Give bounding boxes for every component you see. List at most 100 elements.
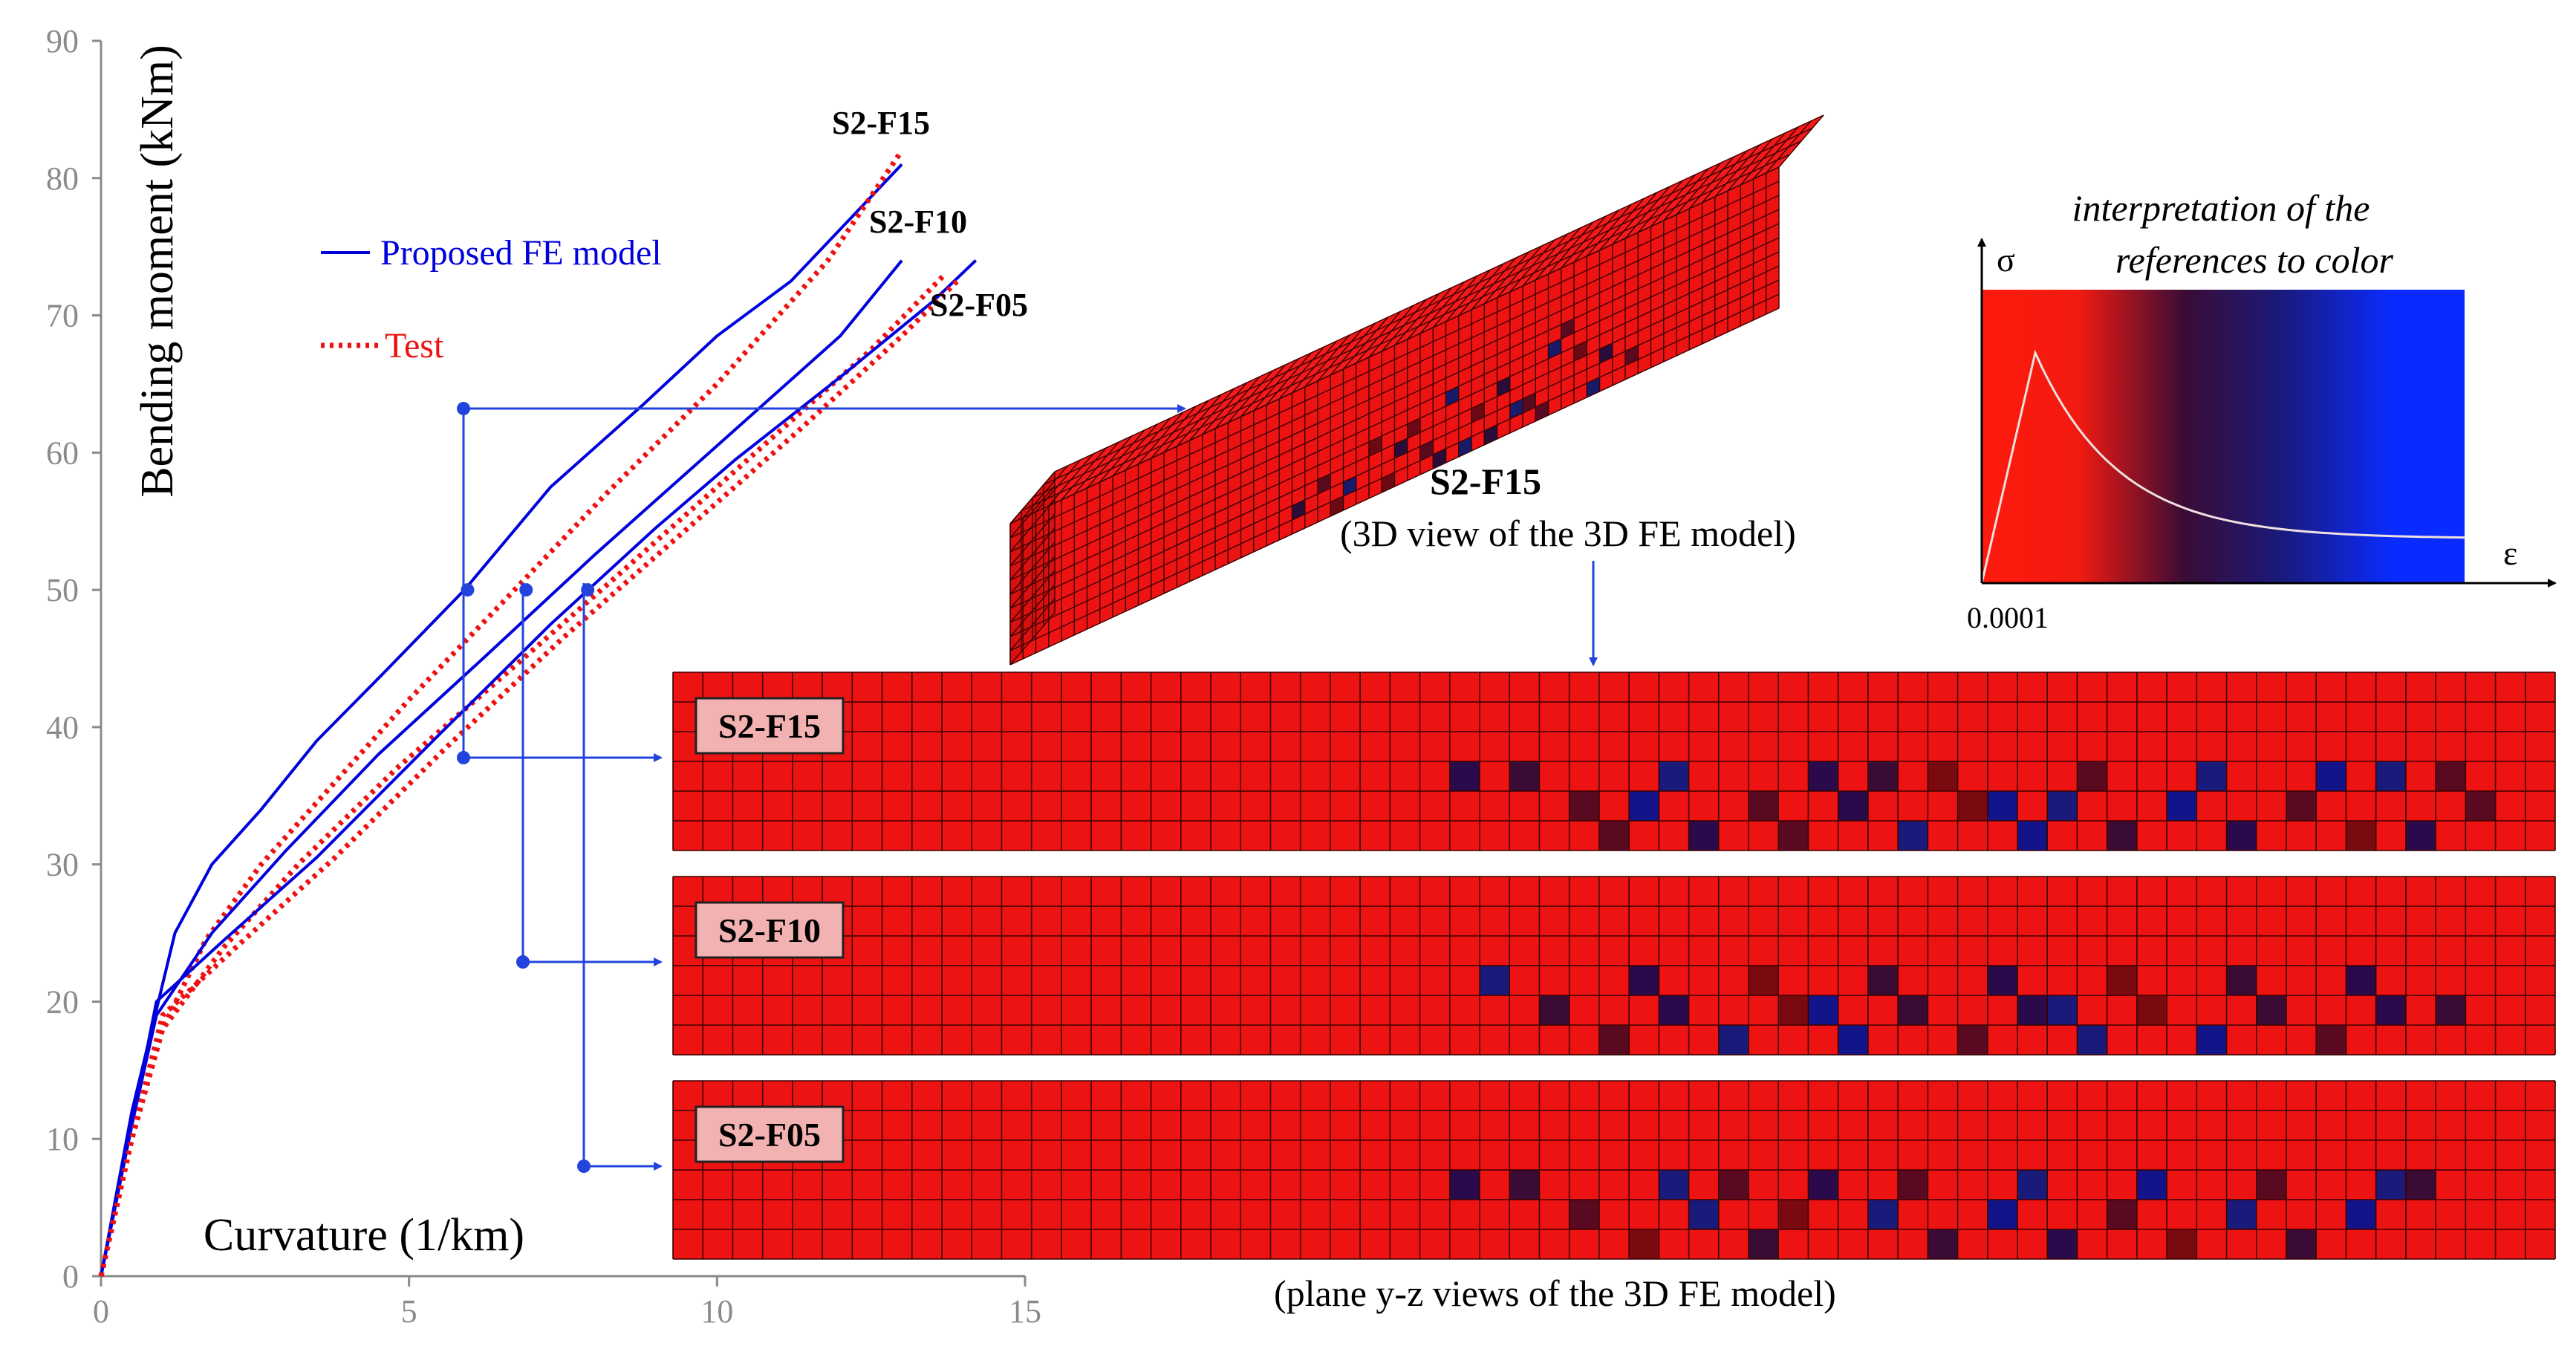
strip-damaged-cell — [1569, 1200, 1599, 1229]
beam-mesh-line — [1021, 153, 1791, 512]
beam-mesh-line — [1009, 584, 1056, 637]
beam-damaged-cell — [1547, 338, 1562, 360]
beam-damaged-cell — [1445, 386, 1460, 407]
beam-damaged-cell — [1291, 499, 1306, 521]
beam-damaged-cell — [1330, 495, 1344, 517]
beam-mesh-line — [1054, 114, 1824, 472]
series-line-s2-f05-fe — [100, 259, 978, 1277]
strip-damaged-cell — [2405, 1170, 2436, 1200]
strip-damaged-cell — [1480, 966, 1510, 995]
beam-mesh-line — [1009, 513, 1056, 567]
strip-damaged-cell — [2077, 761, 2107, 791]
strip-damaged-cell — [2196, 761, 2227, 791]
strip-damaged-cell — [2047, 995, 2078, 1025]
strip-label-box — [695, 901, 845, 959]
beam-mesh-line — [1009, 195, 1780, 553]
beam-damaged-cell — [1393, 438, 1408, 459]
strip-damaged-cell — [1987, 791, 2017, 821]
strip-damaged-cell — [2017, 995, 2048, 1025]
strip-damaged-cell — [2017, 821, 2048, 851]
strip-damaged-cell — [1718, 1170, 1749, 1200]
strip-damaged-cell — [1808, 1170, 1838, 1200]
beam-damaged-cell — [1471, 402, 1485, 423]
strip-damaged-cell — [1898, 1170, 1928, 1200]
beam-mesh-line — [1009, 612, 1056, 666]
y-tick-label: 40 — [46, 709, 79, 746]
connector-f10-strip — [521, 583, 663, 966]
beam-mesh-line — [1032, 140, 1802, 498]
strip-s2-f15: S2-F15 — [672, 672, 2556, 851]
beam-mesh-line — [1009, 542, 1056, 595]
beam-damaged-cell — [1496, 376, 1511, 397]
legend-test-label: Test — [385, 326, 444, 365]
strip-damaged-cell — [1987, 1200, 2017, 1229]
strip-damaged-cell — [1867, 1200, 1899, 1229]
strip-damaged-cell — [2375, 761, 2406, 791]
strip-damaged-cell — [2107, 1200, 2137, 1229]
strip-damaged-cell — [2136, 995, 2167, 1025]
strip-damaged-cell — [1449, 761, 1480, 791]
strip-damaged-cell — [2107, 966, 2137, 995]
strip-damaged-cell — [1749, 791, 1779, 821]
beam-mesh-line — [1009, 527, 1056, 581]
strip-damaged-cell — [1749, 966, 1779, 995]
strip-damaged-cell — [2136, 1170, 2167, 1200]
y-tick-label: 60 — [46, 435, 79, 471]
strip-damaged-cell — [1987, 966, 2017, 995]
series-line-s2-f15-fe — [100, 163, 903, 1277]
strip-damaged-cell — [2047, 791, 2078, 821]
strip-damaged-cell — [2286, 1229, 2317, 1259]
beam-mesh-line — [1009, 570, 1056, 623]
strip-s2-f10: S2-F10 — [672, 876, 2556, 1056]
beam-damaged-cell — [1381, 472, 1396, 493]
x-tick-label: 10 — [700, 1293, 733, 1330]
plane-yz-views: S2-F15 S2-F10 S2-F05 — [672, 672, 2556, 1260]
y-tick-label: 10 — [46, 1121, 79, 1157]
strip-damaged-cell — [1867, 966, 1899, 995]
strip-damaged-cell — [1539, 995, 1570, 1025]
strip-label: S2-F05 — [718, 1116, 821, 1154]
marker-s2-f10 — [519, 583, 533, 597]
beam-damaged-cell — [1573, 340, 1587, 362]
model-3d-label: S2-F15 — [1430, 461, 1541, 502]
y-tick-label: 70 — [46, 298, 79, 334]
strip-damaged-cell — [1569, 791, 1599, 821]
strip-damaged-cell — [2047, 1229, 2078, 1259]
strip-damaged-cell — [1598, 821, 1630, 851]
strip-damaged-cell — [1808, 995, 1838, 1025]
chart-axes — [100, 41, 1025, 1278]
strip-damaged-cell — [2017, 1170, 2048, 1200]
strip-damaged-cell — [1659, 1170, 1689, 1200]
beam-mesh-line — [1009, 485, 1056, 539]
x-tick-label: 15 — [1009, 1293, 1041, 1330]
strip-label: S2-F10 — [718, 911, 821, 949]
strip-damaged-cell — [2375, 1170, 2406, 1200]
beam-mesh-line — [1009, 181, 1780, 539]
color-gradient — [1982, 290, 2465, 583]
strip-label-box — [695, 1105, 845, 1163]
strip-damaged-cell — [2256, 1170, 2286, 1200]
strip-damaged-cell — [2256, 995, 2286, 1025]
color-legend-title-1: interpretation of the — [2072, 187, 2370, 229]
strip-damaged-cell — [2346, 966, 2376, 995]
beam-mesh-line — [1009, 499, 1056, 553]
strip-damaged-cell — [1778, 995, 1809, 1025]
strip-damaged-cell — [2465, 791, 2496, 821]
connector-f05-strip — [582, 583, 663, 1171]
beam-mesh-line — [1009, 166, 1780, 524]
strip-damaged-cell — [1928, 761, 1958, 791]
beam-damaged-cell — [1407, 417, 1421, 439]
strip-damaged-cell — [1838, 1025, 1868, 1055]
stress-strain-curve — [1980, 349, 2465, 584]
y-tick-label: 20 — [46, 983, 79, 1020]
x-tick-label: 5 — [401, 1293, 417, 1330]
strip-damaged-cell — [1509, 761, 1540, 791]
curve-label-f15: S2-F15 — [832, 105, 930, 141]
color-legend-title-2: references to color — [2115, 239, 2393, 281]
dot-3d-anchor — [457, 402, 470, 415]
strip-damaged-cell — [2405, 821, 2436, 851]
strip-damaged-cell — [1867, 761, 1899, 791]
sigma-label: σ — [1997, 241, 2015, 279]
strip-damaged-cell — [1808, 761, 1838, 791]
epsilon-label: ε — [2503, 534, 2517, 572]
